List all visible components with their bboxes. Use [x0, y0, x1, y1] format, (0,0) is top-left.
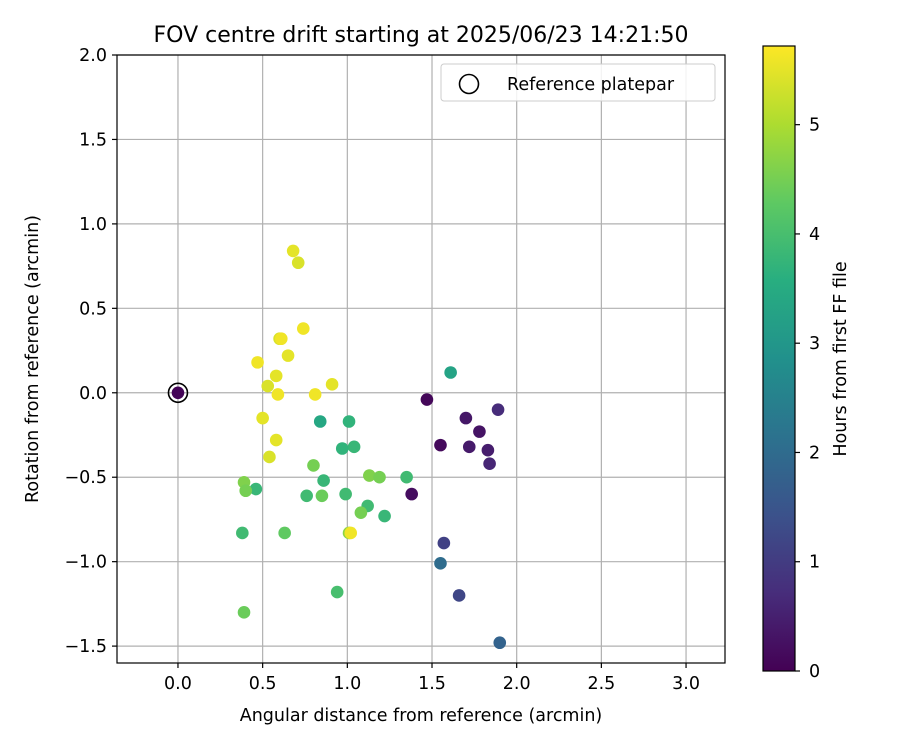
scatter-point: [261, 379, 275, 393]
colorbar-tick-label: 0: [809, 662, 820, 682]
y-tick-label: 0.5: [79, 299, 107, 319]
scatter-point: [481, 443, 495, 457]
y-axis-label: Rotation from reference (arcmin): [23, 215, 43, 503]
scatter-point: [296, 322, 310, 335]
scatter-point: [269, 433, 283, 447]
scatter-point: [274, 332, 288, 346]
legend-box: [440, 63, 716, 102]
scatter-point: [313, 415, 327, 428]
scatter-point: [335, 442, 349, 455]
y-tick-label: 1.5: [79, 130, 107, 150]
y-axis-ticks: −1.5 −1.0 −0.5 0.0 0.5 1.0 1.5 2.0: [65, 46, 117, 657]
scatter-point: [363, 469, 376, 482]
scatter-point: [307, 459, 320, 472]
scatter-point: [237, 606, 251, 619]
colorbar-ticks: 0 1 2 3 4 5: [795, 116, 820, 682]
scatter-point: [420, 393, 434, 406]
y-tick-label: 1.0: [79, 215, 107, 235]
scatter-point: [405, 487, 418, 501]
scatter-point: [263, 450, 276, 464]
x-tick-label: 2.5: [587, 674, 615, 694]
scatter-point: [491, 403, 505, 416]
scatter-point: [434, 557, 447, 570]
colorbar: [762, 45, 796, 672]
scatter-point: [315, 489, 329, 503]
x-tick-label: 1.0: [333, 674, 361, 694]
scatter-point: [342, 415, 356, 428]
scatter-point: [269, 369, 283, 383]
legend-marker-icon: [458, 73, 480, 95]
grid: [117, 54, 725, 663]
scatter-point: [325, 378, 339, 391]
scatter-point: [171, 386, 185, 400]
scatter-point: [286, 244, 300, 258]
scatter-point: [344, 526, 358, 540]
scatter-point: [434, 438, 447, 452]
scatter-point: [462, 440, 476, 454]
scatter-point: [347, 440, 361, 454]
scatter-point: [378, 509, 391, 523]
scatter-point: [300, 489, 313, 503]
x-tick-label: 1.5: [418, 674, 446, 694]
scatter-point: [339, 487, 352, 501]
scatter-point: [239, 484, 253, 498]
scatter-point: [459, 411, 473, 425]
colorbar-tick-label: 1: [809, 553, 820, 573]
x-tick-label: 3.0: [672, 674, 700, 694]
scatter-point: [251, 356, 264, 369]
y-tick-label: 2.0: [79, 46, 107, 66]
scatter-point: [400, 470, 413, 484]
scatter-point: [354, 506, 368, 519]
plot-area-frame: [116, 54, 726, 664]
colorbar-tick-label: 2: [809, 443, 820, 463]
scatter-point: [317, 474, 330, 487]
x-tick-label: 0.5: [249, 674, 277, 694]
scatter-point: [271, 388, 285, 401]
colorbar-tick-label: 3: [809, 334, 820, 354]
x-axis-ticks: 0.0 0.5 1.0 1.5 2.0 2.5 3.0: [164, 663, 700, 694]
y-tick-label: −0.5: [65, 468, 108, 488]
y-tick-label: 0.0: [79, 384, 107, 404]
x-axis-label: Angular distance from reference (arcmin): [240, 706, 603, 726]
x-tick-label: 2.0: [503, 674, 531, 694]
scatter-point: [444, 366, 457, 379]
scatter-point: [473, 425, 486, 438]
scatter-point: [249, 482, 263, 496]
scatter-point: [452, 589, 466, 602]
colorbar-tick-label: 5: [809, 116, 820, 136]
scatter-points: [171, 244, 507, 650]
scatter-point: [493, 636, 507, 650]
scatter-point: [278, 526, 291, 540]
y-tick-label: −1.0: [65, 553, 108, 573]
scatter-point: [256, 411, 269, 425]
y-tick-label: −1.5: [65, 637, 108, 657]
scatter-point: [437, 536, 451, 550]
colorbar-label: Hours from first FF file: [831, 261, 851, 456]
colorbar-tick-label: 4: [809, 225, 820, 245]
reference-platepar-marker: [167, 382, 189, 404]
scatter-point: [308, 388, 322, 401]
scatter-point: [291, 256, 305, 270]
legend-entry-reference-platepar: Reference platepar: [507, 75, 675, 95]
scatter-point: [483, 457, 496, 471]
scatter-point: [330, 585, 344, 599]
scatter-point: [236, 526, 249, 540]
legend: Reference platepar: [440, 63, 716, 102]
scatter-point: [281, 349, 295, 362]
x-tick-label: 0.0: [164, 674, 192, 694]
scatter-point: [373, 470, 386, 484]
chart-title: FOV centre drift starting at 2025/06/23 …: [154, 23, 689, 48]
